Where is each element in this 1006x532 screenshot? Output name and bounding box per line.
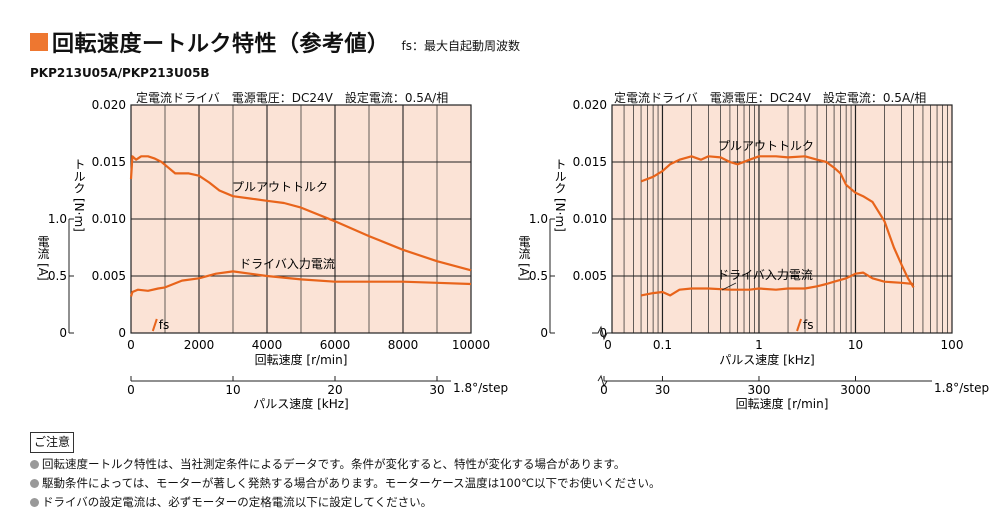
bullet-icon bbox=[30, 479, 39, 488]
chart-left-conditions: 定電流ドライバ 電源電圧：DC24V 設定電流：0.5A/相 bbox=[136, 91, 449, 105]
right-label-leader bbox=[721, 282, 737, 291]
right-pulse-tick-label: 0 bbox=[600, 383, 608, 397]
right-driver-current-line bbox=[640, 271, 914, 297]
right-current-tick-label: 1.0 bbox=[529, 212, 548, 226]
left-x-tick-label: 0 bbox=[127, 338, 135, 352]
left-current-axis-label: 電流 [A] bbox=[36, 235, 50, 281]
left-x-tick-label: 10000 bbox=[452, 338, 490, 352]
left-plot-frame bbox=[130, 104, 472, 334]
left-x-tick-label: 8000 bbox=[388, 338, 419, 352]
left-driver-current-label: ドライバ入力電流 bbox=[239, 257, 335, 271]
left-pulse-tick-label: 30 bbox=[429, 383, 444, 397]
left-pulse-tick-label: 10 bbox=[225, 383, 240, 397]
left-y-tick-label: 0 bbox=[118, 326, 126, 340]
right-x-axis-label: パルス速度 [kHz] bbox=[719, 352, 814, 367]
left-y-tick-label: 0.010 bbox=[92, 212, 126, 226]
bullet-icon bbox=[30, 498, 39, 507]
left-driver-current-line bbox=[129, 270, 472, 297]
right-x-tick-label: 0 bbox=[604, 338, 612, 352]
note-text: 駆動条件によっては、モーターが著しく発熱する場合があります。モーターケース温度は… bbox=[42, 476, 661, 490]
note-text: ドライバの設定電流は、必ずモーターの定格電流以下に設定してください。 bbox=[42, 495, 433, 509]
right-x-tick-label: 100 bbox=[941, 338, 964, 352]
right-y-tick-label: 0.020 bbox=[573, 98, 607, 112]
right-y-tick-label: 0 bbox=[599, 326, 607, 340]
right-plot-frame bbox=[611, 104, 953, 334]
right-pulse-tick-label: 300 bbox=[748, 383, 771, 397]
right-x-tick-label: 10 bbox=[848, 338, 863, 352]
left-y-tick-label: 0.020 bbox=[92, 98, 126, 112]
left-fs-marker bbox=[151, 318, 158, 332]
note-item: 駆動条件によっては、モーターが著しく発熱する場合があります。モーターケース温度は… bbox=[30, 474, 660, 493]
right-y-tick-label: 0.010 bbox=[573, 212, 607, 226]
right-pullout-torque-label: プルアウトトルク bbox=[718, 139, 814, 153]
right-y-tick-label: 0.015 bbox=[573, 155, 607, 169]
right-pullout-torque-line bbox=[640, 155, 915, 288]
right-y-tick-label: 0.005 bbox=[573, 269, 607, 283]
left-x-axis-label: 回転速度 [r/min] bbox=[255, 352, 348, 367]
note-item: ドライバの設定電流は、必ずモーターの定格電流以下に設定してください。 bbox=[30, 493, 660, 512]
left-current-tick-label: 1.0 bbox=[48, 212, 67, 226]
chart-right-conditions: 定電流ドライバ 電源電圧：DC24V 設定電流：0.5A/相 bbox=[614, 91, 927, 105]
note-text: 回転速度ートルク特性は、当社測定条件によるデータです。条件が変化すると、特性が変… bbox=[42, 457, 626, 471]
right-x-tick-label: 0.1 bbox=[653, 338, 672, 352]
right-axis-break bbox=[592, 325, 612, 341]
right-y-axis-label: トルク [N·m] bbox=[553, 158, 567, 232]
note-item: 回転速度ートルク特性は、当社測定条件によるデータです。条件が変化すると、特性が変… bbox=[30, 455, 660, 474]
left-pulse-tick-label: 0 bbox=[127, 383, 135, 397]
left-current-tick-label: 0 bbox=[59, 326, 67, 340]
right-current-tick-label: 0.5 bbox=[529, 269, 548, 283]
left-fs-label: fs bbox=[159, 318, 169, 332]
right-pulse-tick-label: 30 bbox=[655, 383, 670, 397]
notes: ご注意 回転速度ートルク特性は、当社測定条件によるデータです。条件が変化すると、… bbox=[30, 432, 660, 512]
right-driver-current-label: ドライバ入力電流 bbox=[717, 268, 813, 282]
notes-heading: ご注意 bbox=[30, 432, 75, 453]
left-y-tick-label: 0.005 bbox=[92, 269, 126, 283]
left-pulse-axis-label: パルス速度 [kHz] bbox=[253, 396, 348, 411]
right-fs-marker bbox=[796, 318, 802, 332]
left-x-tick-label: 4000 bbox=[252, 338, 283, 352]
left-pullout-torque-line bbox=[129, 155, 472, 272]
right-current-tick-label: 0 bbox=[540, 326, 548, 340]
left-current-tick-label: 0.5 bbox=[48, 269, 67, 283]
left-y-axis-label: トルク [N·m] bbox=[72, 158, 86, 232]
title-marker bbox=[30, 33, 48, 51]
left-y-tick-label: 0.015 bbox=[92, 155, 126, 169]
right-fs-label: fs bbox=[803, 318, 813, 332]
right-x-tick-label: 1 bbox=[755, 338, 763, 352]
right-pulse-axis-break bbox=[597, 374, 608, 388]
model-name: PKP213U05A/PKP213U05B bbox=[30, 66, 210, 80]
right-current-axis-label: 電流 [A] bbox=[517, 235, 531, 281]
left-step-angle-label: 1.8°/step bbox=[453, 381, 508, 395]
left-pulse-tick-label: 20 bbox=[327, 383, 342, 397]
left-x-tick-label: 6000 bbox=[320, 338, 351, 352]
left-x-tick-label: 2000 bbox=[184, 338, 215, 352]
bullet-icon bbox=[30, 460, 39, 469]
left-pullout-torque-label: プルアウトトルク bbox=[232, 180, 328, 194]
right-step-angle-label: 1.8°/step bbox=[934, 381, 989, 395]
right-pulse-axis-label: 回転速度 [r/min] bbox=[736, 396, 829, 411]
title-row: 回転速度ートルク特性（参考値） fs：最大自起動周波数 bbox=[30, 28, 520, 57]
right-pulse-tick-label: 3000 bbox=[840, 383, 871, 397]
fs-note: fs：最大自起動周波数 bbox=[401, 38, 520, 53]
page-title: 回転速度ートルク特性（参考値） bbox=[52, 32, 390, 57]
